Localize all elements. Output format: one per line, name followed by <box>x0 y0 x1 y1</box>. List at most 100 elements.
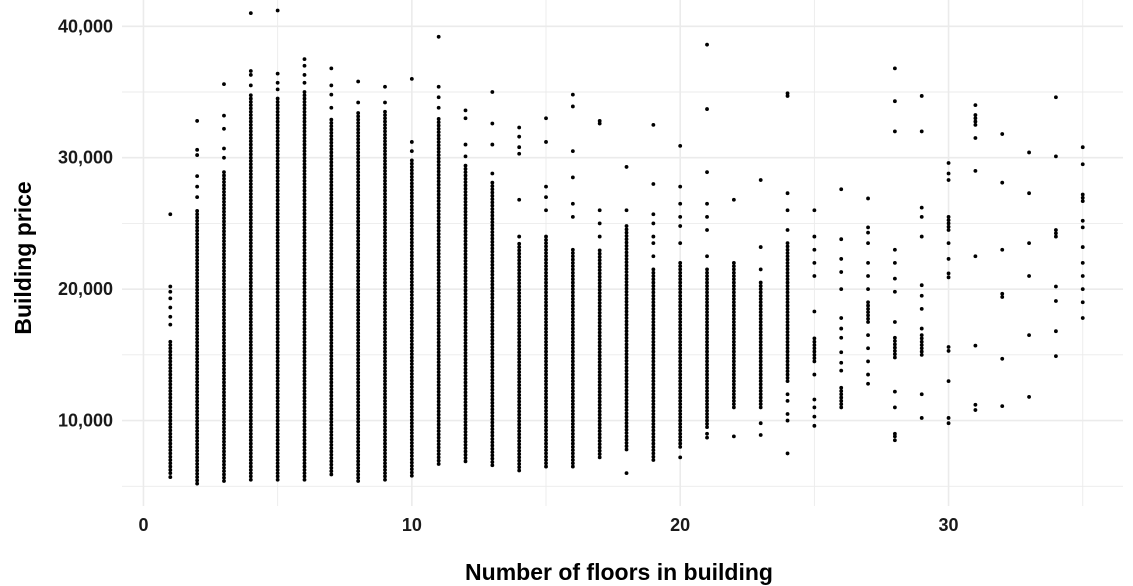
data-point <box>409 431 414 435</box>
data-point <box>544 415 548 420</box>
data-point <box>705 356 709 361</box>
data-point <box>195 195 200 200</box>
data-point <box>731 343 736 347</box>
data-point <box>409 168 414 173</box>
data-point <box>463 180 468 184</box>
data-point <box>544 320 548 324</box>
data-point <box>329 120 334 125</box>
data-point <box>731 395 736 400</box>
data-point <box>383 356 387 361</box>
data-point <box>302 208 307 213</box>
data-point <box>222 255 226 260</box>
data-point <box>651 303 656 308</box>
data-point <box>222 262 226 267</box>
data-point <box>624 240 629 245</box>
data-point <box>597 255 602 259</box>
data-point <box>624 381 629 386</box>
data-point <box>705 349 709 354</box>
data-point <box>195 324 200 328</box>
data-point <box>624 358 629 363</box>
data-point <box>678 260 683 265</box>
data-point <box>356 311 361 316</box>
data-point <box>517 310 522 315</box>
data-point <box>329 209 334 214</box>
data-point <box>946 241 951 246</box>
data-point <box>222 456 226 460</box>
data-point <box>597 221 602 226</box>
data-point <box>356 265 361 270</box>
data-point <box>785 267 790 272</box>
data-point <box>892 129 897 134</box>
data-point <box>222 419 226 424</box>
x-tick-label: 10 <box>402 515 422 535</box>
data-point <box>463 278 468 283</box>
data-point <box>1027 274 1031 278</box>
data-point <box>866 287 870 292</box>
data-point <box>329 439 334 444</box>
data-point <box>463 442 468 447</box>
data-point <box>275 185 280 190</box>
data-point <box>463 285 468 290</box>
data-point <box>1080 145 1085 150</box>
data-point <box>356 258 361 263</box>
data-point <box>275 395 280 400</box>
data-point <box>302 372 307 377</box>
data-point <box>1000 291 1005 296</box>
data-point <box>946 171 951 176</box>
data-point <box>356 449 361 454</box>
data-point <box>275 310 280 315</box>
data-point <box>383 435 387 439</box>
data-point <box>463 245 468 250</box>
data-point <box>248 73 253 77</box>
data-point <box>517 412 522 417</box>
data-point <box>758 369 763 374</box>
data-point <box>678 385 683 390</box>
data-point <box>356 222 361 227</box>
data-point <box>463 452 468 457</box>
data-point <box>597 422 602 427</box>
data-point <box>705 362 709 367</box>
data-point <box>168 438 173 443</box>
data-point <box>302 122 307 127</box>
data-point <box>409 273 414 278</box>
data-point <box>946 416 951 420</box>
data-point <box>490 463 495 468</box>
data-point <box>812 397 817 402</box>
data-point <box>866 381 870 386</box>
data-point <box>517 291 522 295</box>
data-point <box>919 205 924 210</box>
data-point <box>705 297 709 301</box>
data-point <box>195 455 200 460</box>
data-point <box>624 247 629 251</box>
data-point <box>705 283 709 288</box>
data-point <box>436 353 441 358</box>
data-point <box>1080 260 1085 265</box>
data-point <box>275 415 280 420</box>
data-point <box>302 182 307 186</box>
data-point <box>222 301 226 306</box>
data-point <box>731 280 736 285</box>
data-point <box>517 422 522 427</box>
data-point <box>329 433 334 437</box>
data-point <box>356 239 361 244</box>
data-point <box>544 346 548 351</box>
data-point <box>409 470 414 475</box>
data-point <box>275 175 280 180</box>
data-point <box>383 448 387 453</box>
data-point <box>544 343 548 347</box>
data-point <box>436 126 441 131</box>
data-point <box>731 382 736 387</box>
data-point <box>302 152 307 157</box>
data-point <box>517 241 522 246</box>
data-point <box>168 475 173 479</box>
data-point <box>785 313 790 318</box>
data-point <box>195 307 200 312</box>
data-point <box>195 209 200 213</box>
data-point <box>383 444 387 449</box>
data-point <box>409 247 414 251</box>
data-point <box>356 357 361 362</box>
data-point <box>1027 395 1031 399</box>
data-point <box>624 421 629 426</box>
data-point <box>463 383 468 388</box>
data-point <box>973 254 978 259</box>
